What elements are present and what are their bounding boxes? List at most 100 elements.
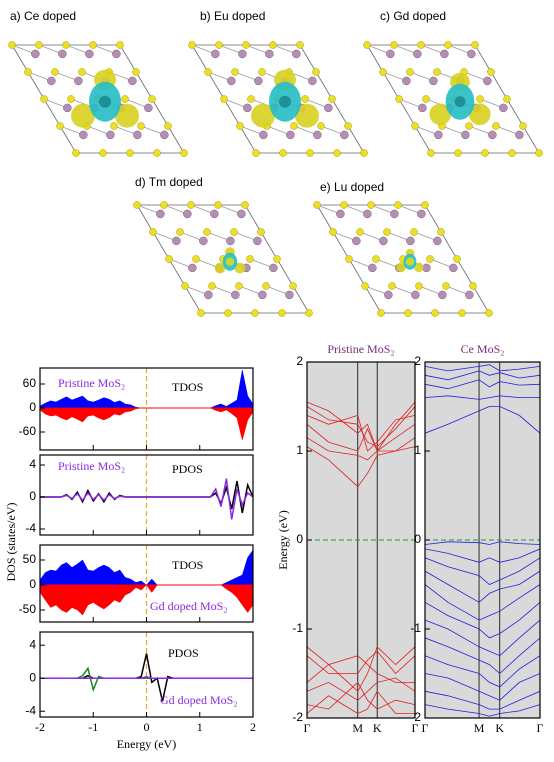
s-atom (394, 201, 402, 209)
mo-atom (406, 236, 415, 246)
s-atom (487, 68, 495, 76)
s-atom (62, 41, 70, 49)
y-tick-label: 0 (296, 532, 303, 546)
s-atom (485, 309, 493, 317)
mo-atom (488, 130, 497, 140)
band-line (307, 655, 415, 683)
s-atom (126, 149, 134, 157)
s-atom (242, 41, 250, 49)
mo-atom (429, 76, 438, 86)
band-line (425, 541, 540, 545)
mo-atom (390, 209, 399, 219)
s-atom (356, 228, 364, 236)
x-tick-label: M (352, 721, 363, 735)
band-line (425, 637, 540, 675)
dopant-atom (225, 257, 235, 266)
s-atom (262, 282, 270, 290)
x-tick-label: Γ (412, 721, 419, 735)
y-tick-label: 0 (29, 400, 36, 414)
mo-atom (285, 290, 294, 300)
y-tick-label: 60 (23, 376, 37, 390)
charge-yellow (251, 103, 275, 128)
mo-atom (237, 209, 246, 219)
dos-line (40, 478, 253, 520)
s-atom (133, 201, 141, 209)
s-atom (340, 201, 348, 209)
y-tick-label: -2 (410, 710, 421, 724)
mo-atom (352, 236, 361, 246)
s-atom (372, 255, 380, 263)
s-atom (289, 282, 297, 290)
s-atom (257, 228, 265, 236)
dopant-atom (405, 257, 415, 266)
plot-area (40, 545, 253, 622)
s-atom (313, 201, 321, 209)
s-atom (442, 282, 450, 290)
band-line (307, 681, 415, 710)
x-tick-label: K (373, 721, 382, 735)
s-atom (204, 68, 212, 76)
s-atom (379, 68, 387, 76)
s-atom (214, 201, 222, 209)
mo-atom (324, 103, 333, 113)
s-atom (278, 309, 286, 317)
s-atom (247, 95, 255, 103)
s-atom (231, 68, 239, 76)
x-tick-label: 1 (197, 720, 203, 734)
mo-atom (253, 236, 262, 246)
mo-atom (402, 76, 411, 86)
band-line (307, 414, 415, 452)
s-atom (296, 41, 304, 49)
band-line (425, 395, 540, 400)
s-atom (453, 255, 461, 263)
band-line (425, 548, 540, 563)
s-atom (388, 282, 396, 290)
x-axis-label: Energy (eV) (117, 737, 176, 751)
s-atom (251, 309, 259, 317)
dos-area (40, 549, 253, 586)
mo-atom (308, 76, 317, 86)
s-atom (137, 122, 145, 130)
s-atom (329, 228, 337, 236)
mo-atom (74, 76, 83, 86)
s-atom (426, 255, 434, 263)
s-atom (383, 228, 391, 236)
s-atom (121, 95, 129, 103)
s-atom (258, 68, 266, 76)
y-tick-label: 4 (29, 457, 36, 471)
x-tick-label: M (474, 721, 485, 735)
y-tick-label: 1 (414, 443, 421, 457)
s-atom (360, 149, 368, 157)
dos-line (40, 675, 253, 679)
dopant-atom (279, 95, 291, 108)
plot-frame (39, 454, 254, 536)
s-atom (192, 255, 200, 263)
s-atom (454, 149, 462, 157)
dopant-atom (454, 96, 466, 108)
s-atom (444, 41, 452, 49)
s-atom (471, 41, 479, 49)
mo-atom (227, 76, 236, 86)
structure-panel: a) Ce doped (8, 9, 188, 157)
charge-yellow (115, 103, 139, 128)
band-line (425, 364, 540, 372)
s-atom (390, 41, 398, 49)
mo-atom (292, 49, 301, 59)
s-atom (395, 95, 403, 103)
s-atom (148, 95, 156, 103)
s-atom (363, 41, 371, 49)
s-atom (99, 149, 107, 157)
band-line (425, 584, 540, 621)
s-atom (165, 255, 173, 263)
mo-atom (340, 130, 349, 140)
plot-frame (39, 544, 254, 623)
s-atom (301, 95, 309, 103)
band-line (425, 601, 540, 639)
s-atom (422, 95, 430, 103)
charge-yellow (396, 262, 407, 273)
s-atom (404, 309, 412, 317)
annotation: TDOS (172, 558, 203, 572)
y-tick-label: 2 (296, 354, 303, 368)
s-atom (312, 68, 320, 76)
